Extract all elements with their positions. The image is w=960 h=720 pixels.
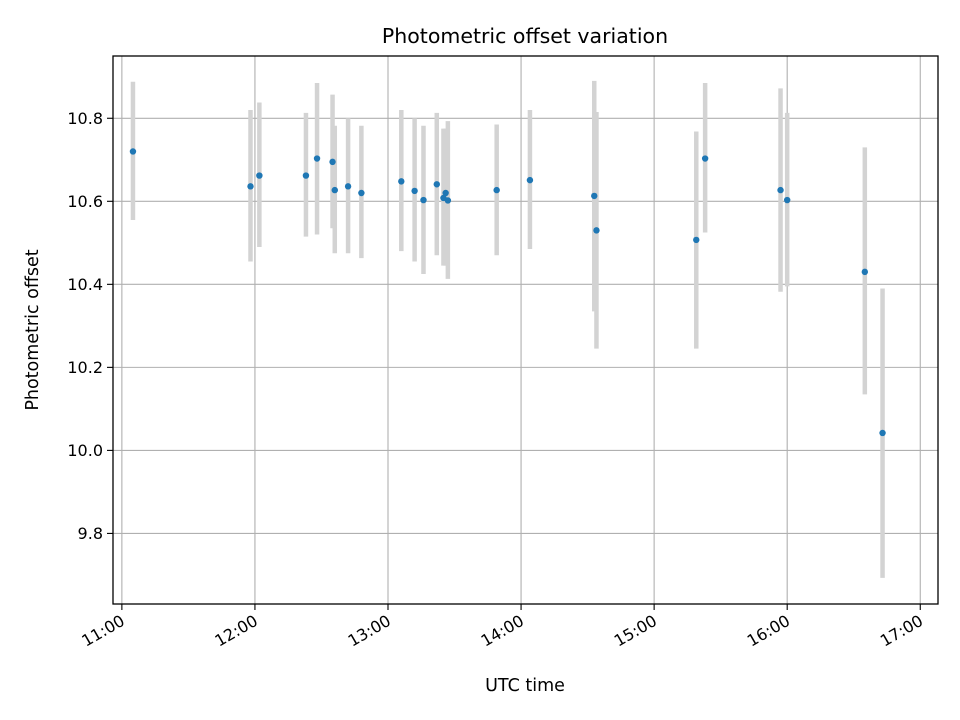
data-point: [693, 236, 700, 244]
axes-frame: [112, 55, 939, 605]
data-point: [593, 227, 600, 234]
data-point: [247, 183, 254, 190]
data-point: [493, 186, 500, 194]
y-axis-title: Photometric offset: [23, 249, 43, 410]
data-point: [444, 197, 452, 204]
data-point: [331, 186, 338, 194]
data-point: [358, 189, 365, 197]
data-point: [411, 187, 418, 195]
y-tick-label: 10.4: [67, 275, 103, 294]
data-point: [398, 178, 405, 185]
data-point: [129, 148, 137, 155]
data-point: [433, 181, 440, 188]
data-point: [329, 158, 336, 166]
y-tick-label: 10.2: [67, 358, 103, 377]
data-point: [442, 189, 449, 197]
data-point: [701, 155, 709, 162]
data-point: [313, 155, 321, 162]
data-point: [861, 268, 869, 276]
chart-title: Photometric offset variation: [382, 24, 668, 48]
y-tick-label: 9.8: [78, 524, 103, 543]
y-tick-label: 10.6: [67, 192, 103, 211]
data-point: [526, 176, 534, 184]
data-point: [302, 172, 310, 179]
plot-area: 11:00 12:00 13:00 14:00 15:00 16:00 17:009.810…: [67, 55, 939, 651]
data-point: [420, 196, 427, 204]
data-point: [591, 192, 598, 200]
data-point: [256, 172, 263, 179]
y-tick-label: 10.0: [67, 441, 103, 460]
y-tick-label: 10.8: [67, 109, 103, 128]
x-axis-title: UTC time: [485, 676, 565, 696]
data-point: [783, 196, 791, 204]
data-point: [879, 429, 886, 437]
data-point: [344, 183, 352, 190]
data-point: [777, 186, 784, 194]
